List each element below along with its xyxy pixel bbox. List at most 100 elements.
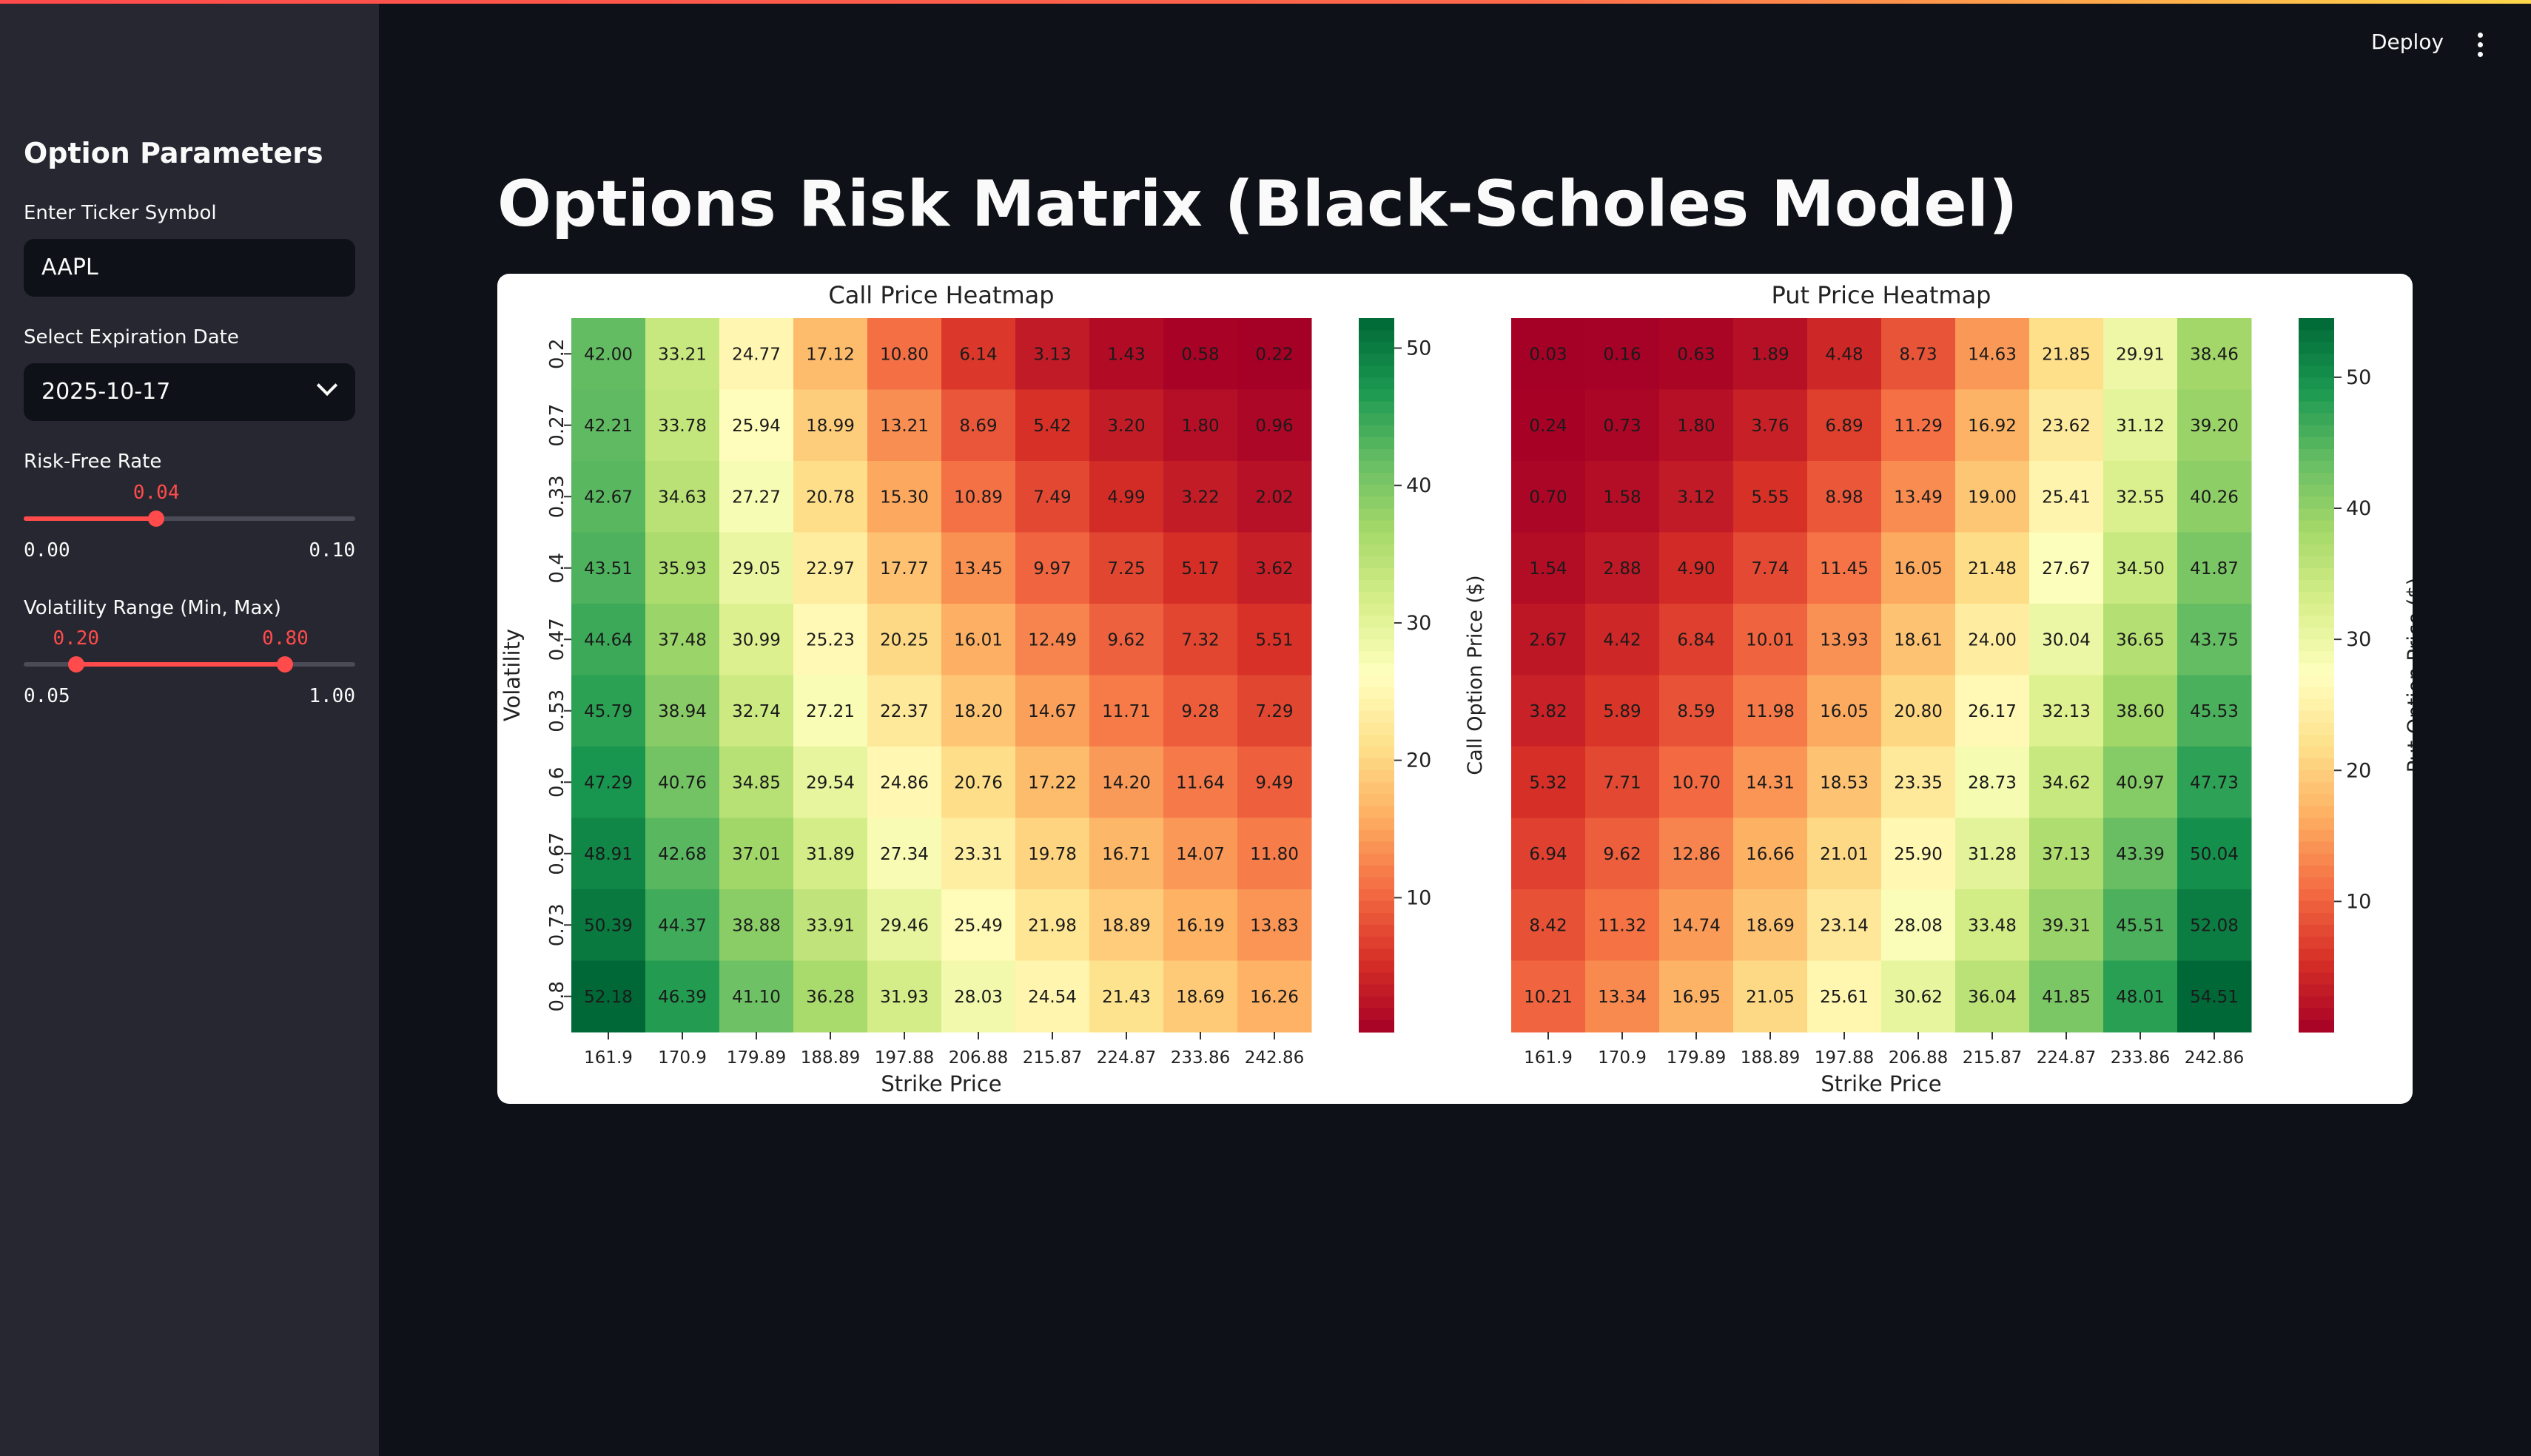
heatmap-cell-label: 32.13 [2042,702,2091,721]
heatmap-cell [1511,461,1586,533]
heatmap-cell-label: 3.22 [1181,488,1219,507]
heatmap-cell [1807,389,1882,462]
heatmap-cell [1163,461,1238,533]
heatmap-cell [2177,604,2252,675]
heatmap-cell-label: 18.89 [1102,916,1151,935]
colorbar-segment [2299,841,2334,855]
colorbar-segment [2299,925,2334,937]
heatmap-cell [719,960,794,1033]
slider-thumb-high[interactable] [277,656,294,673]
heatmap-cell-label: 0.03 [1529,345,1567,364]
heatmap-cell [1585,604,1660,675]
heatmap-cell-label: 31.12 [2116,417,2165,436]
colorbar-segment [1359,925,1394,937]
x-tick-label: 242.86 [1245,1048,1304,1068]
heatmap-cell-label: 0.96 [1255,417,1293,436]
heatmap-cell [719,746,794,818]
colorbar-segment [2299,461,2334,473]
heatmap-cell-label: 16.26 [1250,988,1299,1007]
heatmap-cell-label: 10.01 [1746,630,1795,650]
heatmap-cell-label: 13.34 [1598,988,1647,1007]
heatmap-figure: Call Price Heatmap 42.00 33.21 24.77 17.12 10… [497,274,2413,1104]
heatmap-cell [1955,604,2030,675]
heatmap-cell-label: 23.35 [1894,773,1943,792]
heatmap-cell-label: 30.99 [732,630,781,650]
heatmap-cell-label: 28.03 [954,988,1003,1007]
x-tick-label: 215.87 [1023,1048,1082,1068]
heatmap-cell [2103,746,2178,818]
heatmap-cell-label: 5.51 [1255,630,1293,650]
colorbar-segment [1359,616,1394,628]
heatmap-cell [1955,389,2030,462]
colorbar-segment [1359,782,1394,795]
heatmap-cell [1881,818,1956,890]
heatmap-cell-label: 9.28 [1181,702,1219,721]
ticker-input[interactable]: AAPL [24,239,355,297]
heatmap-cell-label: 10.80 [880,345,929,364]
deploy-button[interactable]: Deploy [2371,30,2444,54]
kebab-menu-icon[interactable] [2478,33,2484,61]
heatmap-cell [719,818,794,890]
heatmap-cell [1089,889,1164,961]
colorbar-segment [2299,663,2334,676]
colorbar-segment [2299,425,2334,438]
heatmap-cell-label: 18.69 [1746,916,1795,935]
heatmap-cell-label: 46.39 [658,988,707,1007]
slider-thumb[interactable] [148,510,165,527]
heatmap-cell [941,889,1016,961]
heatmap-cell [571,960,646,1033]
colorbar-segment [1359,591,1394,604]
heatmap-cell-label: 19.00 [1968,488,2017,507]
heatmap-cell [941,960,1016,1033]
heatmap-cell-label: 11.29 [1894,417,1943,436]
heatmap-cell [1659,818,1734,890]
x-tick-label: 197.88 [1815,1048,1874,1068]
colorbar-segment [2299,960,2334,974]
x-tick-label: 161.9 [584,1048,633,1068]
heatmap-cell [1163,318,1238,390]
colorbar-segment [2299,567,2334,581]
heatmap-cell-label: 25.94 [732,417,781,436]
heatmap-cell-label: 38.94 [658,702,707,721]
colorbar-segment [1359,984,1394,997]
colorbar-segment [2299,972,2334,985]
slider-thumb-low[interactable] [67,656,84,673]
colorbar-segment [1359,604,1394,616]
heatmap-cell [1089,818,1164,890]
heatmap-cell-label: 21.43 [1102,988,1151,1007]
volatility-range-slider[interactable] [24,656,355,673]
heatmap-cell-label: 25.90 [1894,845,1943,864]
heatmap-cell [1733,746,1808,818]
heatmap-cell-label: 14.74 [1672,916,1721,935]
heatmap-cell [1237,889,1312,961]
risk-free-rate-slider[interactable] [24,510,355,527]
heatmap-cell [793,532,868,604]
heatmap-cell [571,318,646,390]
heatmap-cell [1163,604,1238,675]
colorbar-segment [2299,604,2334,616]
heatmap-cell [1237,532,1312,604]
colorbar-segment [1359,960,1394,974]
colorbar-segment [2299,389,2334,402]
heatmap-cell [1163,746,1238,818]
colorbar-segment [1359,972,1394,985]
heatmap-cell [941,818,1016,890]
colorbar-segment [1359,806,1394,819]
expiration-select[interactable]: 2025-10-17 [24,363,355,421]
heatmap-cell [719,532,794,604]
heatmap-cell [1807,532,1882,604]
x-tick-label: 206.88 [1889,1048,1948,1068]
colorbar-tick-label: 30 [1406,612,1431,635]
heatmap-cell [2103,675,2178,747]
colorbar-label: Call Option Price ($) [1464,575,1487,775]
heatmap-cell [2177,532,2252,604]
heatmap-cell [1015,318,1090,390]
y-tick-label: 0.53 [546,690,568,732]
heatmap-cell [1015,889,1090,961]
heatmap-cell-label: 15.30 [880,488,929,507]
x-tick-label: 215.87 [1963,1048,2022,1068]
heatmap-cell-label: 7.32 [1181,630,1219,650]
heatmap-cell [1659,389,1734,462]
heatmap-cell [2029,389,2104,462]
colorbar-segment [2299,687,2334,700]
